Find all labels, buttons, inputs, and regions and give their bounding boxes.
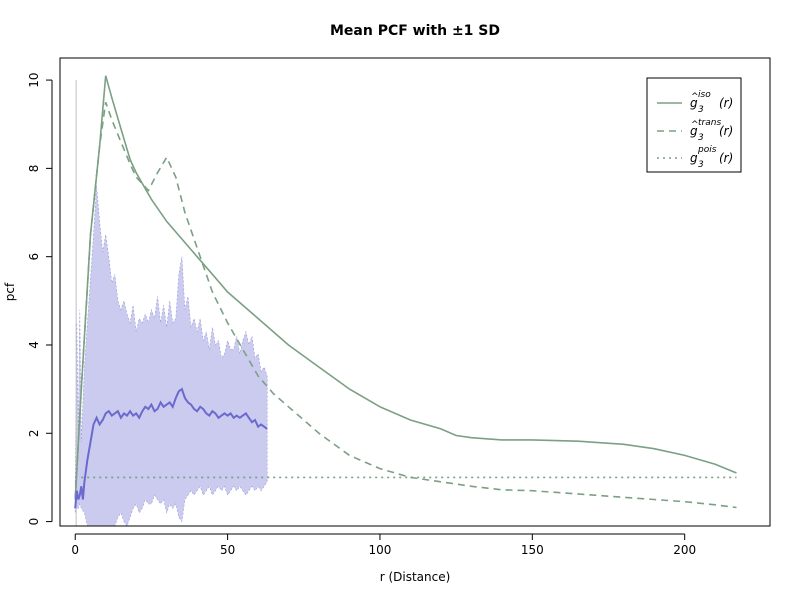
x-tick-label: 200 bbox=[673, 543, 696, 557]
legend-label-pois: g bbox=[690, 151, 698, 165]
y-tick-label: 10 bbox=[27, 72, 41, 87]
legend-sup-iso: iso bbox=[698, 90, 711, 100]
legend-label-trans: g bbox=[690, 124, 698, 138]
y-tick-label: 6 bbox=[27, 253, 41, 261]
legend-sub-iso: 3 bbox=[698, 105, 704, 115]
legend-arg-iso: (r) bbox=[719, 96, 733, 110]
legend-box bbox=[646, 77, 742, 173]
legend-sub-pois: 3 bbox=[698, 160, 704, 170]
legend-arg-pois: (r) bbox=[719, 151, 733, 165]
legend-sup-pois: pois bbox=[697, 145, 717, 155]
y-axis-label: pcf bbox=[3, 282, 17, 301]
plot-area bbox=[74, 75, 737, 526]
y-tick-label: 4 bbox=[27, 341, 41, 349]
plot-frame bbox=[59, 57, 771, 527]
y-tick-label: 0 bbox=[27, 518, 41, 526]
legend-hat-trans: ^ bbox=[691, 120, 699, 130]
x-tick-label: 150 bbox=[521, 543, 544, 557]
x-tick-label: 0 bbox=[71, 543, 79, 557]
legend-sup-trans: trans bbox=[698, 118, 721, 128]
y-tick-label: 8 bbox=[27, 165, 41, 173]
x-axis-label: r (Distance) bbox=[380, 570, 451, 584]
x-tick-label: 100 bbox=[369, 543, 392, 557]
mean-pcf-line bbox=[74, 387, 268, 509]
x-axis: 0 50 100 150 200 bbox=[71, 533, 696, 557]
legend-label-iso: g bbox=[690, 96, 698, 110]
series-line-trans bbox=[74, 101, 737, 509]
sd-band bbox=[74, 185, 268, 526]
legend-sub-trans: 3 bbox=[698, 133, 704, 143]
x-tick-label: 50 bbox=[220, 543, 235, 557]
legend-hat-iso: ^ bbox=[691, 92, 699, 102]
y-tick-label: 2 bbox=[27, 429, 41, 437]
legend-arg-trans: (r) bbox=[719, 124, 733, 138]
y-axis: 0 2 4 6 8 10 bbox=[27, 72, 53, 526]
series-line-iso bbox=[74, 75, 737, 500]
chart-title: Mean PCF with ±1 SD bbox=[330, 23, 500, 39]
